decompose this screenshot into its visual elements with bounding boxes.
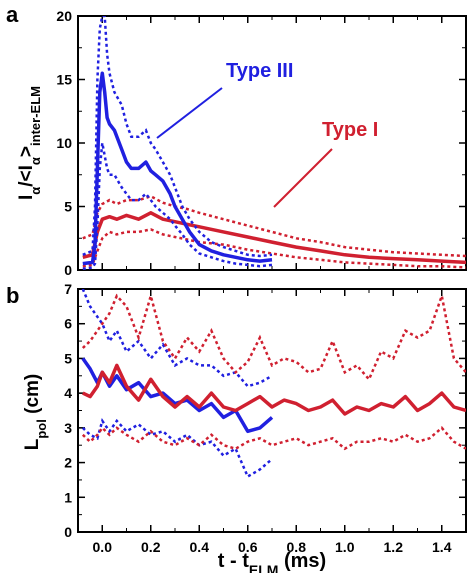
x-tick-label: 0.4: [190, 539, 210, 555]
plot-frame-b: [77, 288, 467, 533]
series-upper-bound-type-iii: [82, 16, 273, 258]
annotation-pointer-type-i: [273, 148, 333, 208]
series-clip: [81, 289, 466, 479]
series-b: [81, 289, 466, 479]
x-tick-label: 0.6: [238, 539, 258, 555]
annotation-pointer-type-iii: [156, 87, 223, 139]
x-tick-label: 0.8: [287, 539, 307, 555]
x-tick-label: 0.2: [141, 539, 161, 555]
series-line-type-i: [82, 363, 466, 416]
y-axis-label-a: Iα/<Iα>inter-ELM: [16, 86, 43, 200]
plot-frame-a: [77, 15, 467, 271]
x-tick-label: 1.2: [384, 539, 404, 555]
x-tick-label: 0.0: [93, 539, 113, 555]
panel-a: a 0 5 10 15 20 Type III Type I Iα/<Iα>inter-…: [6, 2, 467, 278]
x-axis-label: t - tELM (ms): [218, 550, 326, 573]
series-line-type-iii: [82, 71, 273, 266]
y-tick-label: 5: [64, 350, 72, 366]
series-upper-bound-type-i: [81, 291, 466, 382]
x-tick-label: 1.0: [335, 539, 355, 555]
series-lower-bound-type-iii: [82, 142, 273, 270]
x-tick-label: 1.4: [432, 539, 452, 555]
y-tick-label: 2: [64, 455, 72, 471]
series-line-type-i: [82, 211, 466, 265]
annotation-type-i: Type I: [322, 119, 378, 141]
annotation-type-iii: Type III: [226, 60, 293, 82]
panel-letter-a: a: [6, 2, 19, 27]
series-clip: [82, 16, 466, 270]
series-line-type-iii: [81, 357, 274, 434]
y-tick-label: 7: [64, 281, 72, 297]
series-upper-bound-type-iii: [81, 289, 273, 388]
series-lower-bound-type-i: [81, 425, 466, 451]
series-upper-bound-type-i: [82, 194, 466, 258]
y-tick-label: 1: [64, 489, 72, 505]
y-tick-label: 5: [64, 199, 72, 215]
ticks-b: 0 1 2 3 4 5 6 7 0.0 0.2 0.4 0.6 0.8 1.0 1.2 1.4: [64, 281, 467, 555]
series-lower-bound-type-i: [82, 228, 466, 269]
panel-b: b 0 1 2 3 4 5 6 7 0.0 0.2 0.4 0.6 0.8 1.0 1.2 1.4 Lpol …: [6, 281, 467, 573]
series-a: [82, 16, 466, 270]
y-tick-label: 3: [64, 420, 72, 436]
y-tick-label: 15: [56, 72, 72, 88]
y-axis-label-b: Lpol (cm): [22, 374, 49, 451]
y-tick-label: 6: [64, 316, 72, 332]
panel-letter-b: b: [6, 283, 19, 308]
y-tick-label: 20: [56, 8, 72, 24]
y-tick-label: 0: [64, 262, 72, 278]
series-lower-bound-type-iii: [81, 418, 273, 479]
ticks-a: 0 5 10 15 20: [56, 8, 467, 278]
y-tick-label: 10: [56, 135, 72, 151]
y-tick-label: 0: [64, 524, 72, 540]
y-tick-label: 4: [64, 385, 72, 401]
